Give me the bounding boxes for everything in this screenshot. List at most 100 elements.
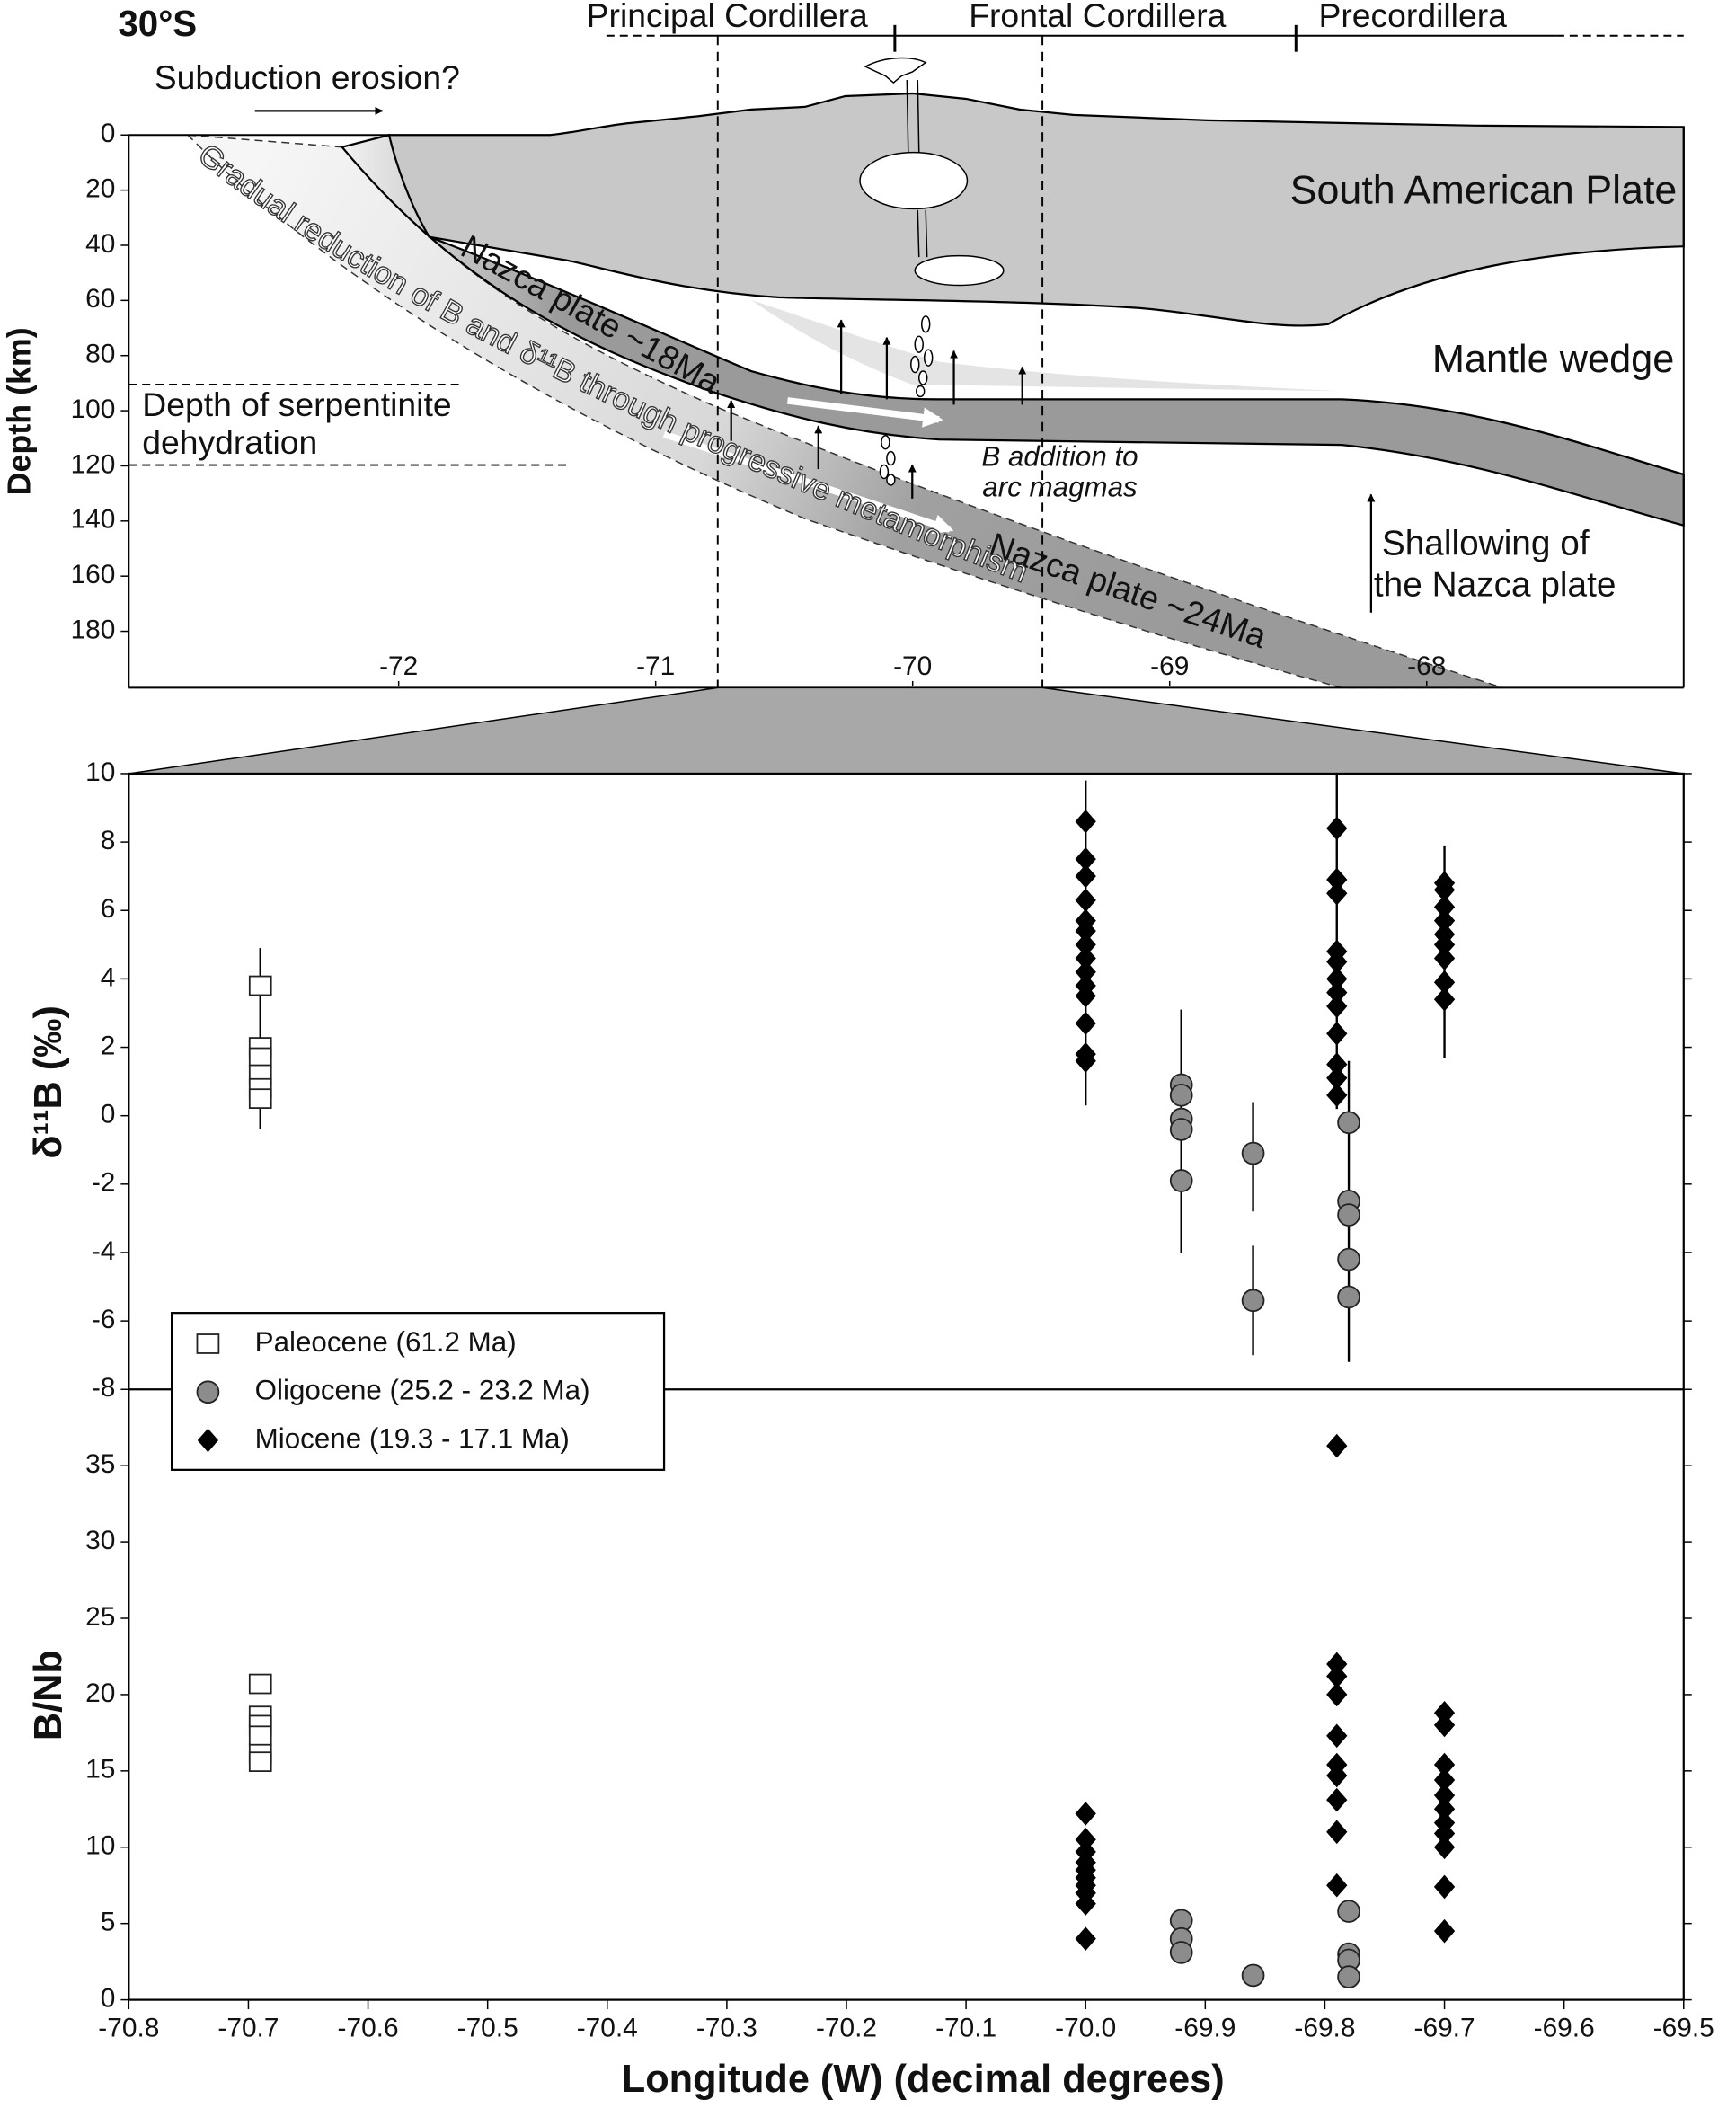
marker (1075, 888, 1096, 913)
marker (1337, 1965, 1360, 1988)
x-tick-label: -70.2 (816, 2013, 877, 2042)
region-label: Principal Cordillera (587, 0, 868, 34)
marker (197, 1428, 219, 1453)
annotation: Subduction erosion? (155, 58, 460, 96)
marker (1433, 1835, 1456, 1860)
mantle-wedge-zone (751, 299, 1342, 392)
x-tick-label: -69.7 (1414, 2013, 1475, 2042)
marker (248, 1751, 272, 1773)
annotation: Depth of serpentinite (142, 385, 451, 423)
marker (1075, 1011, 1096, 1036)
marker (1241, 1141, 1265, 1165)
marker (196, 1333, 220, 1354)
legend: Paleocene (61.2 Ma) Oligocene (25.2 - 23.… (170, 1312, 666, 1471)
legend-label: Miocene (19.3 - 17.1 Ma) (255, 1422, 570, 1454)
y-tick-label: 25 (85, 1602, 115, 1632)
y-tick-label: 0 (101, 1100, 116, 1129)
x-axis-title: Longitude (W) (decimal degrees) (622, 2058, 1225, 2101)
marker (1075, 1049, 1096, 1074)
x-tick-label: -69 (1150, 651, 1189, 681)
y-tick-label: 2 (101, 1031, 116, 1060)
y-axis-title: δ¹¹B (‰) (27, 1005, 70, 1158)
marker (1075, 1891, 1096, 1916)
annotation: arc magmas (982, 472, 1138, 503)
marker (1075, 1802, 1096, 1826)
marker (1169, 1169, 1193, 1192)
marker (1241, 1963, 1265, 1988)
y-tick-label: 6 (101, 894, 116, 924)
x-tick-label: -70.6 (338, 2013, 399, 2042)
x-tick-label: -69.5 (1653, 2013, 1714, 2042)
marker (1075, 809, 1096, 834)
fluid-arrows (254, 106, 1376, 613)
x-tick-label: -69.6 (1534, 2013, 1595, 2042)
marker (248, 1673, 272, 1695)
marker (1326, 816, 1348, 841)
y-tick-label: 60 (85, 284, 115, 314)
marker (1326, 1763, 1348, 1788)
marker (1337, 1247, 1360, 1271)
y-tick-label: 0 (101, 1983, 116, 2013)
marker (1433, 946, 1456, 970)
marker (1337, 1111, 1360, 1135)
marker (1433, 1713, 1456, 1738)
x-tick-label: -69.9 (1174, 2013, 1236, 2042)
x-tick-label: -70.4 (577, 2013, 638, 2042)
zoom-connector (128, 686, 1684, 775)
marker (1241, 1289, 1265, 1313)
y-tick-label: -4 (92, 1236, 116, 1266)
marker (1326, 1433, 1348, 1458)
marker (1326, 1723, 1348, 1749)
y-tick-label: 120 (71, 449, 116, 479)
marker (1337, 1203, 1360, 1227)
marker (1169, 1118, 1193, 1141)
marker (196, 1380, 220, 1404)
y-tick-label: 160 (71, 560, 116, 589)
marker (1326, 1820, 1348, 1845)
marker (1337, 1900, 1360, 1923)
x-tick-label: -70.1 (935, 2013, 996, 2042)
y-tick-label: 20 (85, 1678, 115, 1708)
marker (1433, 987, 1456, 1012)
marker (1326, 994, 1348, 1019)
y-tick-label: 5 (101, 1908, 116, 1937)
x-tick-label: -71 (636, 651, 675, 681)
conduit (906, 80, 928, 258)
x-tick-label: -69.8 (1294, 2013, 1355, 2042)
marker (248, 1088, 272, 1109)
marker (1169, 1941, 1193, 1964)
y-tick-label: 140 (71, 505, 116, 535)
marker (1169, 1083, 1193, 1107)
marker (248, 1725, 272, 1747)
y-tick-label: -6 (92, 1305, 116, 1334)
y-tick-label: 30 (85, 1526, 115, 1555)
section-title: 30°S (118, 4, 197, 44)
y-tick-label: 10 (85, 757, 115, 787)
volcano-plume (864, 57, 927, 84)
marker (1337, 1285, 1360, 1309)
y-tick-label: 100 (71, 394, 116, 424)
y-tick-label: 80 (85, 340, 115, 369)
legend-box (170, 1312, 666, 1471)
marker (1433, 1918, 1456, 1944)
x-tick-label: -68 (1407, 651, 1446, 681)
marker (1326, 1682, 1348, 1707)
annotation: the Nazca plate (1374, 566, 1616, 605)
marker (1075, 1926, 1096, 1951)
south-american-plate (387, 92, 1685, 327)
marker (1326, 1022, 1348, 1046)
y-tick-label: 15 (85, 1755, 115, 1785)
x-tick-label: -70 (893, 651, 932, 681)
marker (1326, 1083, 1348, 1108)
y-tick-label: -8 (92, 1373, 116, 1403)
magma-chamber (859, 151, 969, 210)
marker (1075, 864, 1096, 889)
marker (248, 1047, 272, 1068)
y-tick-label: 35 (85, 1449, 115, 1479)
marker (248, 975, 272, 996)
y-tick-label: 40 (85, 229, 115, 259)
y-tick-label: 4 (101, 962, 116, 992)
x-tick-label: -72 (379, 651, 418, 681)
marker (1075, 984, 1096, 1008)
